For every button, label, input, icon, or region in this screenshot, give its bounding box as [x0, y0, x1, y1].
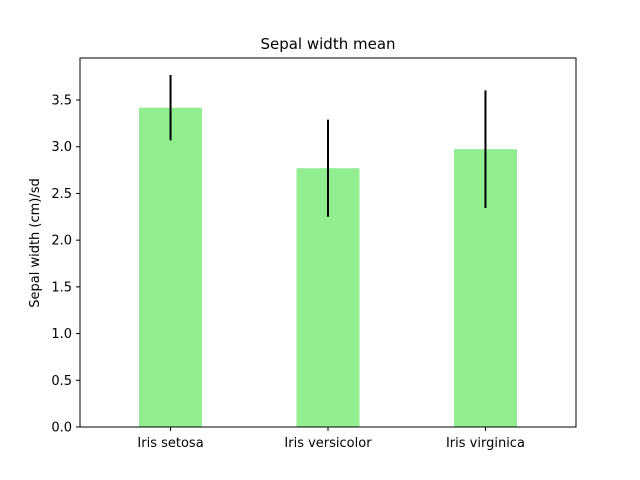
- bar: [139, 107, 203, 427]
- y-tick-label: 3.5: [51, 94, 72, 109]
- x-tick-label: Iris versicolor: [284, 436, 372, 451]
- y-axis-label: Sepal width (cm)/sd: [28, 178, 43, 308]
- bars-group: [139, 107, 517, 427]
- y-tick-label: 2.5: [51, 187, 72, 202]
- y-tick-label: 0.0: [51, 421, 72, 436]
- plot-frame: [79, 57, 577, 428]
- y-tick-label: 0.5: [51, 374, 72, 389]
- x-tick-label: Iris setosa: [137, 436, 203, 451]
- y-tick-label: 1.5: [51, 280, 72, 295]
- y-tick-label: 1.0: [51, 327, 72, 342]
- y-tick-label: 3.0: [51, 140, 72, 155]
- error-bars-group: [169, 75, 487, 217]
- y-tick-label: 2.0: [51, 234, 72, 249]
- x-axis: Iris setosa Iris versicolor Iris virginica: [137, 427, 525, 451]
- x-tick-label: Iris virginica: [446, 436, 525, 451]
- y-axis: 0.0 0.5 1.0 1.5 2.0 2.5 3.0 3.5: [51, 94, 80, 436]
- chart-title: Sepal width mean: [260, 35, 395, 53]
